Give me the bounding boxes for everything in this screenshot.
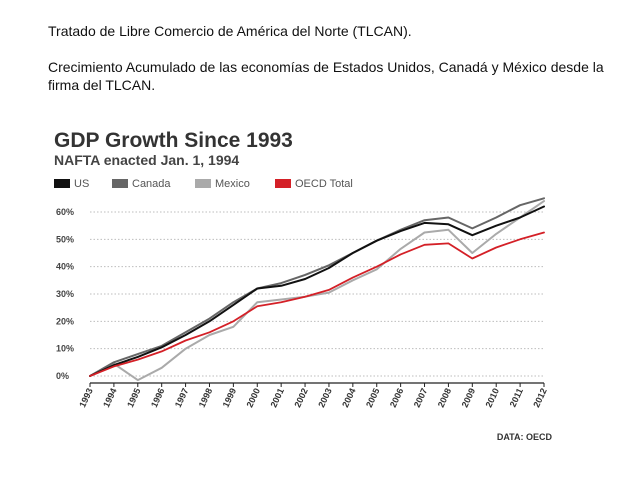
y-tick-label: 20% xyxy=(56,316,74,326)
x-tick-label: 2008 xyxy=(436,387,454,409)
x-tick-label: 1996 xyxy=(149,387,167,409)
x-tick-label: 1995 xyxy=(125,387,143,409)
chart-title: GDP Growth Since 1993 xyxy=(54,129,293,152)
x-tick-label: 1993 xyxy=(77,387,95,409)
x-tick-label: 2011 xyxy=(508,387,525,409)
chart-series xyxy=(89,197,545,382)
y-tick-label: 0% xyxy=(56,371,69,381)
series-line-oecd-total xyxy=(89,231,545,377)
x-tick-label: 1998 xyxy=(197,387,215,409)
legend-swatch-canada xyxy=(112,179,128,188)
x-tick-label: 2004 xyxy=(340,387,358,409)
x-tick-label: 1999 xyxy=(221,387,239,409)
y-axis-ticks: 0% 10% 20% 30% 40% 50% 60% xyxy=(56,207,74,381)
y-tick-label: 40% xyxy=(56,262,74,272)
x-tick-label: 2010 xyxy=(483,387,501,409)
x-tick-label: 2012 xyxy=(531,387,549,409)
y-tick-label: 30% xyxy=(56,289,74,299)
x-tick-label: 2002 xyxy=(292,387,310,409)
legend-swatch-mexico xyxy=(195,179,211,188)
series-line-us xyxy=(89,205,545,377)
legend-swatch-oecd-total xyxy=(275,179,291,188)
legend-swatch-us xyxy=(54,179,70,188)
x-tick-label: 1994 xyxy=(101,387,119,409)
series-line-canada xyxy=(89,197,545,377)
chart-source: DATA: OECD xyxy=(497,432,553,442)
legend-label-canada: Canada xyxy=(132,178,171,190)
series-line-mexico xyxy=(89,200,545,382)
x-axis-ticks: 1993 1994 1995 1996 1997 1998 1999 2000 2001 2002… xyxy=(77,383,549,409)
legend-label-oecd-total: OECD Total xyxy=(295,178,353,190)
x-tick-label: 2003 xyxy=(316,387,334,409)
chart-subtitle: NAFTA enacted Jan. 1, 1994 xyxy=(54,152,239,168)
caption-title: Tratado de Libre Comercio de América del… xyxy=(48,23,412,39)
y-tick-label: 60% xyxy=(56,207,74,217)
x-tick-label: 2005 xyxy=(364,387,382,409)
x-tick-label: 2007 xyxy=(412,387,430,409)
chart-legend: US Canada Mexico OECD Total xyxy=(54,178,353,190)
x-tick-label: 2009 xyxy=(460,387,478,409)
x-tick-label: 2001 xyxy=(268,387,286,409)
caption-description: Crecimiento Acumulado de las economías d… xyxy=(48,59,604,93)
x-tick-label: 2006 xyxy=(388,387,406,409)
y-tick-label: 50% xyxy=(56,234,74,244)
x-tick-label: 2000 xyxy=(245,387,263,409)
y-tick-label: 10% xyxy=(56,344,74,354)
chart-gridlines xyxy=(90,211,544,384)
caption: Tratado de Libre Comercio de América del… xyxy=(48,22,608,94)
legend-label-mexico: Mexico xyxy=(215,178,250,190)
x-tick-label: 1997 xyxy=(173,387,191,409)
legend-label-us: US xyxy=(74,178,89,190)
